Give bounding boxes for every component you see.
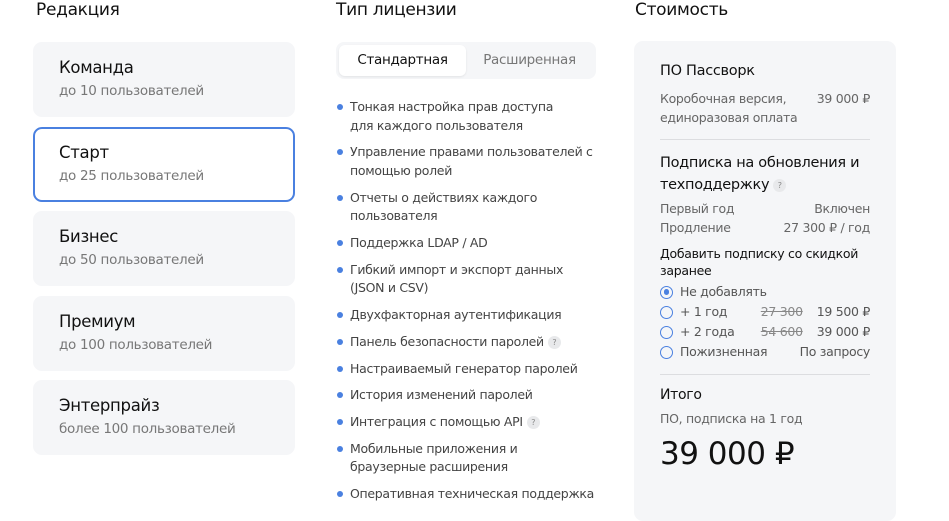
radio-button[interactable] — [660, 325, 673, 339]
software-label: Коробочная версия, единоразовая оплата — [660, 91, 798, 125]
feature-item: Отчеты о действиях каждого пользователя — [336, 189, 596, 226]
feature-text: Тонкая настройка прав доступа для каждог… — [350, 99, 554, 133]
feature-item: Панель безопасности паролей? — [336, 333, 596, 352]
feature-item: История изменений паролей — [336, 386, 596, 405]
divider — [660, 139, 870, 140]
feature-text: Мобильные приложения и браузерные расшир… — [350, 440, 518, 475]
edition-subtitle: до 50 пользователей — [59, 252, 204, 268]
option-price: 19 500 ₽ — [816, 304, 871, 319]
edition-subtitle: до 10 пользователей — [59, 83, 204, 99]
feature-item: Двухфакторная аутентификация — [336, 306, 596, 325]
tab-license-1[interactable]: Расширенная — [483, 52, 576, 68]
total-title: Итого — [660, 387, 702, 403]
addon-option[interactable]: Не добавлять — [660, 282, 870, 302]
software-price: 39 000 ₽ — [816, 91, 871, 106]
option-label: + 2 года — [680, 324, 735, 339]
subscription-row: Продление 27 300 ₽ / год — [660, 218, 870, 237]
feature-text: Отчеты о действиях каждого пользователя — [350, 189, 538, 224]
edition-subtitle: более 100 пользователей — [59, 421, 236, 437]
edition-title: Энтерпрайз — [59, 396, 160, 415]
option-price: По запросу — [799, 344, 871, 359]
feature-text: История изменений паролей — [350, 387, 533, 403]
divider — [660, 374, 870, 375]
feature-text: Панель безопасности паролей — [350, 333, 544, 349]
edition-subtitle: до 25 пользователей — [59, 167, 204, 184]
edition-list: Команда до 10 пользователей Старт до 25 пол… — [33, 42, 295, 465]
edition-subtitle: до 100 пользователей — [59, 336, 213, 353]
software-title: ПО Пассворк — [660, 63, 755, 79]
addon-option[interactable]: Пожизненная По запросу — [660, 342, 870, 362]
feature-text: Поддержка LDAP / AD — [350, 234, 488, 250]
feature-item: Тонкая настройка прав доступа для каждог… — [336, 98, 596, 135]
addon-option[interactable]: + 2 года 54 600 39 000 ₽ — [660, 322, 870, 342]
feature-text: Гибкий импорт и экспорт данных (JSON и C… — [350, 261, 564, 296]
feature-item: Гибкий импорт и экспорт данных (JSON и C… — [336, 261, 596, 298]
feature-text: Настраиваемый генератор паролей — [350, 360, 578, 376]
edition-card[interactable]: Старт до 25 пользователей — [33, 126, 295, 202]
feature-text: Двухфакторная аутентификация — [350, 306, 562, 322]
feature-text: Управление правами пользователей с помощ… — [350, 144, 593, 178]
feature-item: Оперативная техническая поддержка — [336, 485, 596, 504]
feature-item: Интеграция с помощью API? — [336, 413, 596, 432]
row-label: Первый год — [660, 201, 735, 216]
edition-title: Команда — [59, 58, 134, 77]
option-label: Не добавлять — [680, 284, 767, 299]
option-price: 39 000 ₽ — [816, 324, 871, 339]
total-label: ПО, подписка на 1 год — [660, 411, 803, 426]
feature-item: Мобильные приложения и браузерные расшир… — [336, 440, 596, 477]
radio-button[interactable] — [660, 285, 673, 299]
feature-text: Интеграция с помощью API — [350, 414, 523, 430]
cost-heading: Стоимость — [635, 0, 729, 20]
radio-button[interactable] — [660, 345, 673, 359]
option-old-price: 27 300 — [760, 304, 803, 319]
total-amount: 39 000 ₽ — [660, 436, 795, 472]
subscription-title: Подписка на обновления и техподдержку — [660, 155, 860, 193]
edition-title: Премиум — [59, 311, 136, 331]
edition-title: Старт — [59, 142, 109, 162]
license-heading: Тип лицензии — [336, 0, 457, 20]
edition-card[interactable]: Команда до 10 пользователей — [33, 42, 295, 117]
help-icon[interactable]: ? — [547, 335, 561, 349]
edition-card[interactable]: Энтерпрайз более 100 пользователей — [33, 380, 295, 455]
row-label: Продление — [660, 220, 731, 235]
addon-option[interactable]: + 1 год 27 300 19 500 ₽ — [660, 302, 870, 322]
edition-heading: Редакция — [36, 0, 120, 20]
edition-card[interactable]: Бизнес до 50 пользователей — [33, 211, 295, 286]
feature-item: Управление правами пользователей с помощ… — [336, 143, 596, 180]
option-old-price: 54 600 — [760, 324, 803, 339]
feature-text: Оперативная техническая поддержка — [350, 486, 595, 502]
feature-list: Тонкая настройка прав доступа для каждог… — [336, 98, 596, 504]
help-icon[interactable]: ? — [773, 179, 787, 192]
row-value: Включен — [814, 201, 870, 216]
option-label: + 1 год — [680, 304, 728, 319]
cost-panel: ПО Пассворк Коробочная версия, единоразо… — [634, 41, 896, 521]
subscription-row: Первый год Включен — [660, 199, 870, 218]
row-value: 27 300 ₽ / год — [783, 220, 871, 235]
license-column: Стандартная Расширенная Тонкая настройка … — [336, 42, 596, 512]
help-icon[interactable]: ? — [526, 416, 540, 430]
radio-button[interactable] — [660, 305, 673, 319]
option-label: Пожизненная — [680, 344, 768, 359]
tab-license-0[interactable]: Стандартная — [339, 45, 466, 76]
feature-item: Поддержка LDAP / AD — [336, 234, 596, 253]
addon-title: Добавить подписку со скидкой заранее — [660, 246, 859, 278]
addon-options: Не добавлять + 1 год 27 300 19 500 ₽ + 2 год… — [660, 282, 870, 362]
license-tabs: Стандартная Расширенная — [336, 42, 596, 79]
edition-card[interactable]: Премиум до 100 пользователей — [33, 295, 295, 371]
edition-title: Бизнес — [59, 227, 119, 246]
feature-item: Настраиваемый генератор паролей — [336, 360, 596, 379]
